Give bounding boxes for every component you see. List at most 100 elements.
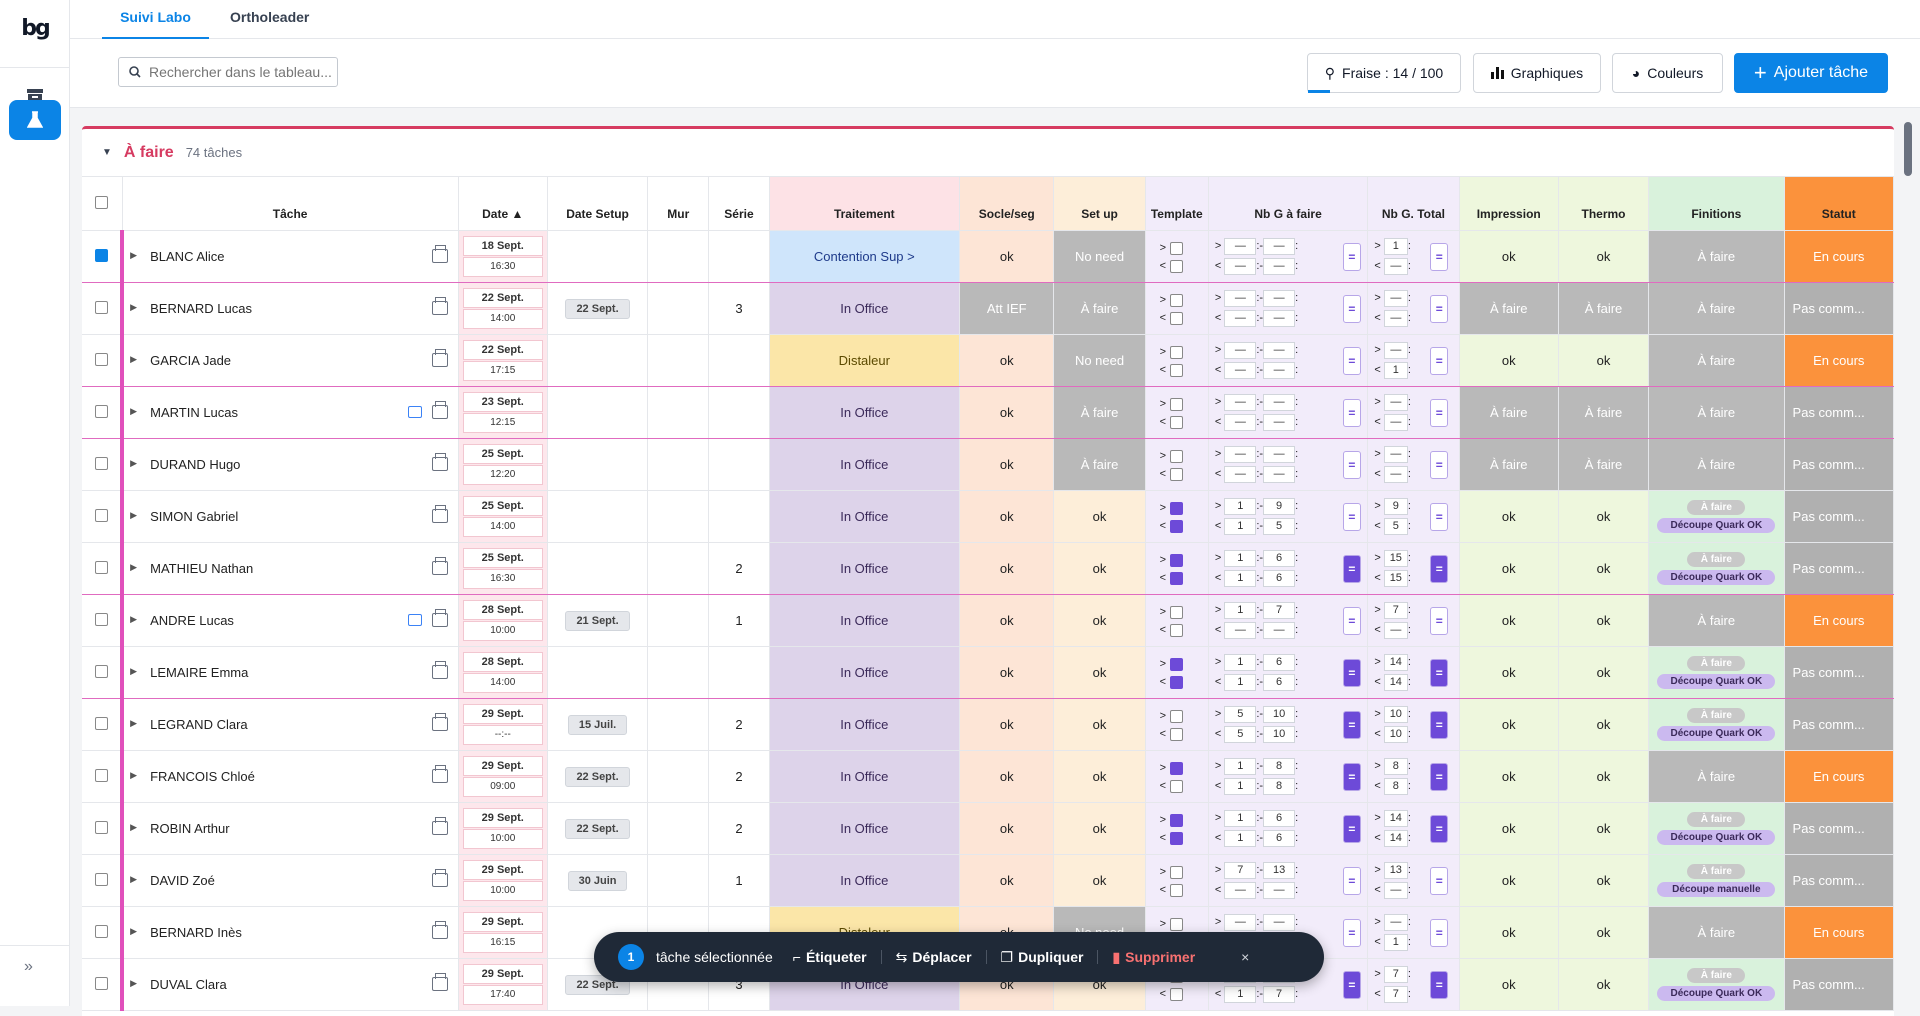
sidebar-item-box[interactable] bbox=[9, 76, 61, 116]
mur-cell[interactable] bbox=[647, 282, 710, 335]
equal-button[interactable]: = bbox=[1342, 399, 1361, 427]
table-row[interactable]: ▶ BERNARD Lucas 22 Sept. 14:00 22 Sept. 3 In O… bbox=[82, 282, 1894, 335]
task-name-cell[interactable]: ▶ DAVID Zoé bbox=[120, 854, 459, 907]
search-box[interactable] bbox=[118, 57, 338, 87]
finitions-cell[interactable]: À faire Découpe Quark OK bbox=[1648, 698, 1785, 751]
table-row[interactable]: ▶ DAVID Zoé 29 Sept. 10:00 30 Juin 1 In Office… bbox=[82, 854, 1894, 907]
traitement-cell[interactable]: In Office bbox=[769, 698, 961, 751]
col-thermo[interactable]: Thermo bbox=[1558, 176, 1650, 231]
close-icon[interactable]: × bbox=[1241, 949, 1250, 965]
statut-cell[interactable]: Pas comm... bbox=[1784, 698, 1894, 751]
col-traitement[interactable]: Traitement bbox=[769, 176, 961, 231]
row-checkbox[interactable] bbox=[94, 716, 108, 730]
statut-cell[interactable]: Pas comm... bbox=[1784, 282, 1894, 335]
template-checkbox[interactable] bbox=[1170, 553, 1184, 567]
expand-row-icon[interactable]: ▶ bbox=[130, 250, 138, 260]
fraise-button[interactable]: ⚲ Fraise : 14 / 100 bbox=[1307, 53, 1461, 93]
finitions-cell[interactable]: À faire bbox=[1648, 230, 1785, 283]
task-name-cell[interactable]: ▶ MARTIN Lucas bbox=[120, 386, 459, 439]
traitement-cell[interactable]: In Office bbox=[769, 386, 961, 439]
table-row[interactable]: ▶ ANDRE Lucas 28 Sept. 10:00 21 Sept. 1 In Off… bbox=[82, 594, 1894, 647]
statut-cell[interactable]: Pas comm... bbox=[1784, 490, 1894, 543]
date-setup-cell[interactable]: 15 Juil. bbox=[547, 698, 649, 751]
traitement-cell[interactable]: In Office bbox=[769, 490, 961, 543]
socle-seg-cell[interactable]: ok bbox=[959, 230, 1055, 283]
template-checkbox[interactable] bbox=[1170, 865, 1184, 879]
row-checkbox[interactable] bbox=[94, 612, 108, 626]
print-icon[interactable] bbox=[431, 453, 448, 471]
date-cell[interactable]: 29 Sept. 17:40 bbox=[458, 958, 548, 1011]
expand-row-icon[interactable]: ▶ bbox=[130, 718, 138, 728]
socle-seg-cell[interactable]: ok bbox=[959, 386, 1055, 439]
finitions-cell[interactable]: À faire bbox=[1648, 282, 1785, 335]
date-cell[interactable]: 25 Sept. 14:00 bbox=[458, 490, 548, 543]
collapse-caret-icon[interactable]: ▼ bbox=[102, 147, 112, 158]
mur-cell[interactable] bbox=[647, 230, 710, 283]
socle-seg-cell[interactable]: ok bbox=[959, 594, 1055, 647]
impression-cell[interactable]: ok bbox=[1459, 542, 1559, 595]
col-nb-g-total[interactable]: Nb G. Total bbox=[1367, 176, 1460, 231]
set-up-cell[interactable]: ok bbox=[1053, 802, 1146, 855]
date-setup-cell[interactable]: 30 Juin bbox=[547, 854, 649, 907]
thermo-cell[interactable]: À faire bbox=[1558, 438, 1650, 491]
template-checkbox[interactable] bbox=[1170, 259, 1184, 273]
comment-icon[interactable] bbox=[407, 406, 422, 418]
expand-row-icon[interactable]: ▶ bbox=[130, 666, 138, 676]
thermo-cell[interactable]: ok bbox=[1558, 542, 1650, 595]
row-checkbox[interactable] bbox=[94, 300, 108, 314]
equal-button[interactable]: = bbox=[1342, 815, 1361, 843]
print-icon[interactable] bbox=[431, 713, 448, 731]
thermo-cell[interactable]: ok bbox=[1558, 750, 1650, 803]
set-up-cell[interactable]: À faire bbox=[1053, 438, 1146, 491]
date-setup-cell[interactable] bbox=[547, 646, 649, 699]
equal-button[interactable]: = bbox=[1342, 451, 1361, 479]
traitement-cell[interactable]: In Office bbox=[769, 750, 961, 803]
expand-row-icon[interactable]: ▶ bbox=[130, 562, 138, 572]
date-cell[interactable]: 29 Sept. 10:00 bbox=[458, 802, 548, 855]
task-name-cell[interactable]: ▶ GARCIA Jade bbox=[120, 334, 459, 387]
mur-cell[interactable] bbox=[647, 698, 710, 751]
equal-button[interactable]: = bbox=[1430, 607, 1449, 635]
table-row[interactable]: ▶ GARCIA Jade 22 Sept. 17:15 Distaleur ok No n… bbox=[82, 334, 1894, 387]
col-impression[interactable]: Impression bbox=[1459, 176, 1559, 231]
template-checkbox[interactable] bbox=[1170, 657, 1184, 671]
date-cell[interactable]: 29 Sept. --:-- bbox=[458, 698, 548, 751]
task-name-cell[interactable]: ▶ DURAND Hugo bbox=[120, 438, 459, 491]
expand-row-icon[interactable]: ▶ bbox=[130, 874, 138, 884]
statut-cell[interactable]: Pas comm... bbox=[1784, 854, 1894, 907]
template-checkbox[interactable] bbox=[1170, 779, 1184, 793]
equal-button[interactable]: = bbox=[1342, 867, 1361, 895]
serie-cell[interactable]: 1 bbox=[708, 594, 770, 647]
thermo-cell[interactable]: ok bbox=[1558, 646, 1650, 699]
equal-button[interactable]: = bbox=[1430, 867, 1449, 895]
finitions-cell[interactable]: À faire bbox=[1648, 594, 1785, 647]
tab-ortholeader[interactable]: Ortholeader bbox=[230, 9, 310, 25]
task-name-cell[interactable]: ▶ LEMAIRE Emma bbox=[120, 646, 459, 699]
date-setup-cell[interactable]: 22 Sept. bbox=[547, 802, 649, 855]
equal-button[interactable]: = bbox=[1342, 607, 1361, 635]
date-setup-cell[interactable] bbox=[547, 334, 649, 387]
print-icon[interactable] bbox=[431, 505, 448, 523]
template-checkbox[interactable] bbox=[1170, 467, 1184, 481]
print-icon[interactable] bbox=[431, 869, 448, 887]
traitement-cell[interactable]: Contention Sup > bbox=[769, 230, 961, 283]
equal-button[interactable]: = bbox=[1430, 659, 1449, 687]
col-tache[interactable]: Tâche bbox=[122, 176, 459, 231]
graphiques-button[interactable]: Graphiques bbox=[1473, 53, 1601, 93]
row-checkbox[interactable] bbox=[94, 820, 108, 834]
template-checkbox[interactable] bbox=[1170, 917, 1184, 931]
date-cell[interactable]: 25 Sept. 16:30 bbox=[458, 542, 548, 595]
finitions-cell[interactable]: À faire bbox=[1648, 438, 1785, 491]
set-up-cell[interactable]: No need bbox=[1053, 230, 1146, 283]
statut-cell[interactable]: Pas comm... bbox=[1784, 386, 1894, 439]
thermo-cell[interactable]: ok bbox=[1558, 906, 1650, 959]
expand-row-icon[interactable]: ▶ bbox=[130, 510, 138, 520]
serie-cell[interactable] bbox=[708, 646, 770, 699]
mur-cell[interactable] bbox=[647, 646, 710, 699]
traitement-cell[interactable]: In Office bbox=[769, 646, 961, 699]
date-setup-cell[interactable] bbox=[547, 386, 649, 439]
expand-row-icon[interactable]: ▶ bbox=[130, 354, 138, 364]
equal-button[interactable]: = bbox=[1430, 295, 1449, 323]
thermo-cell[interactable]: ok bbox=[1558, 334, 1650, 387]
set-up-cell[interactable]: ok bbox=[1053, 750, 1146, 803]
